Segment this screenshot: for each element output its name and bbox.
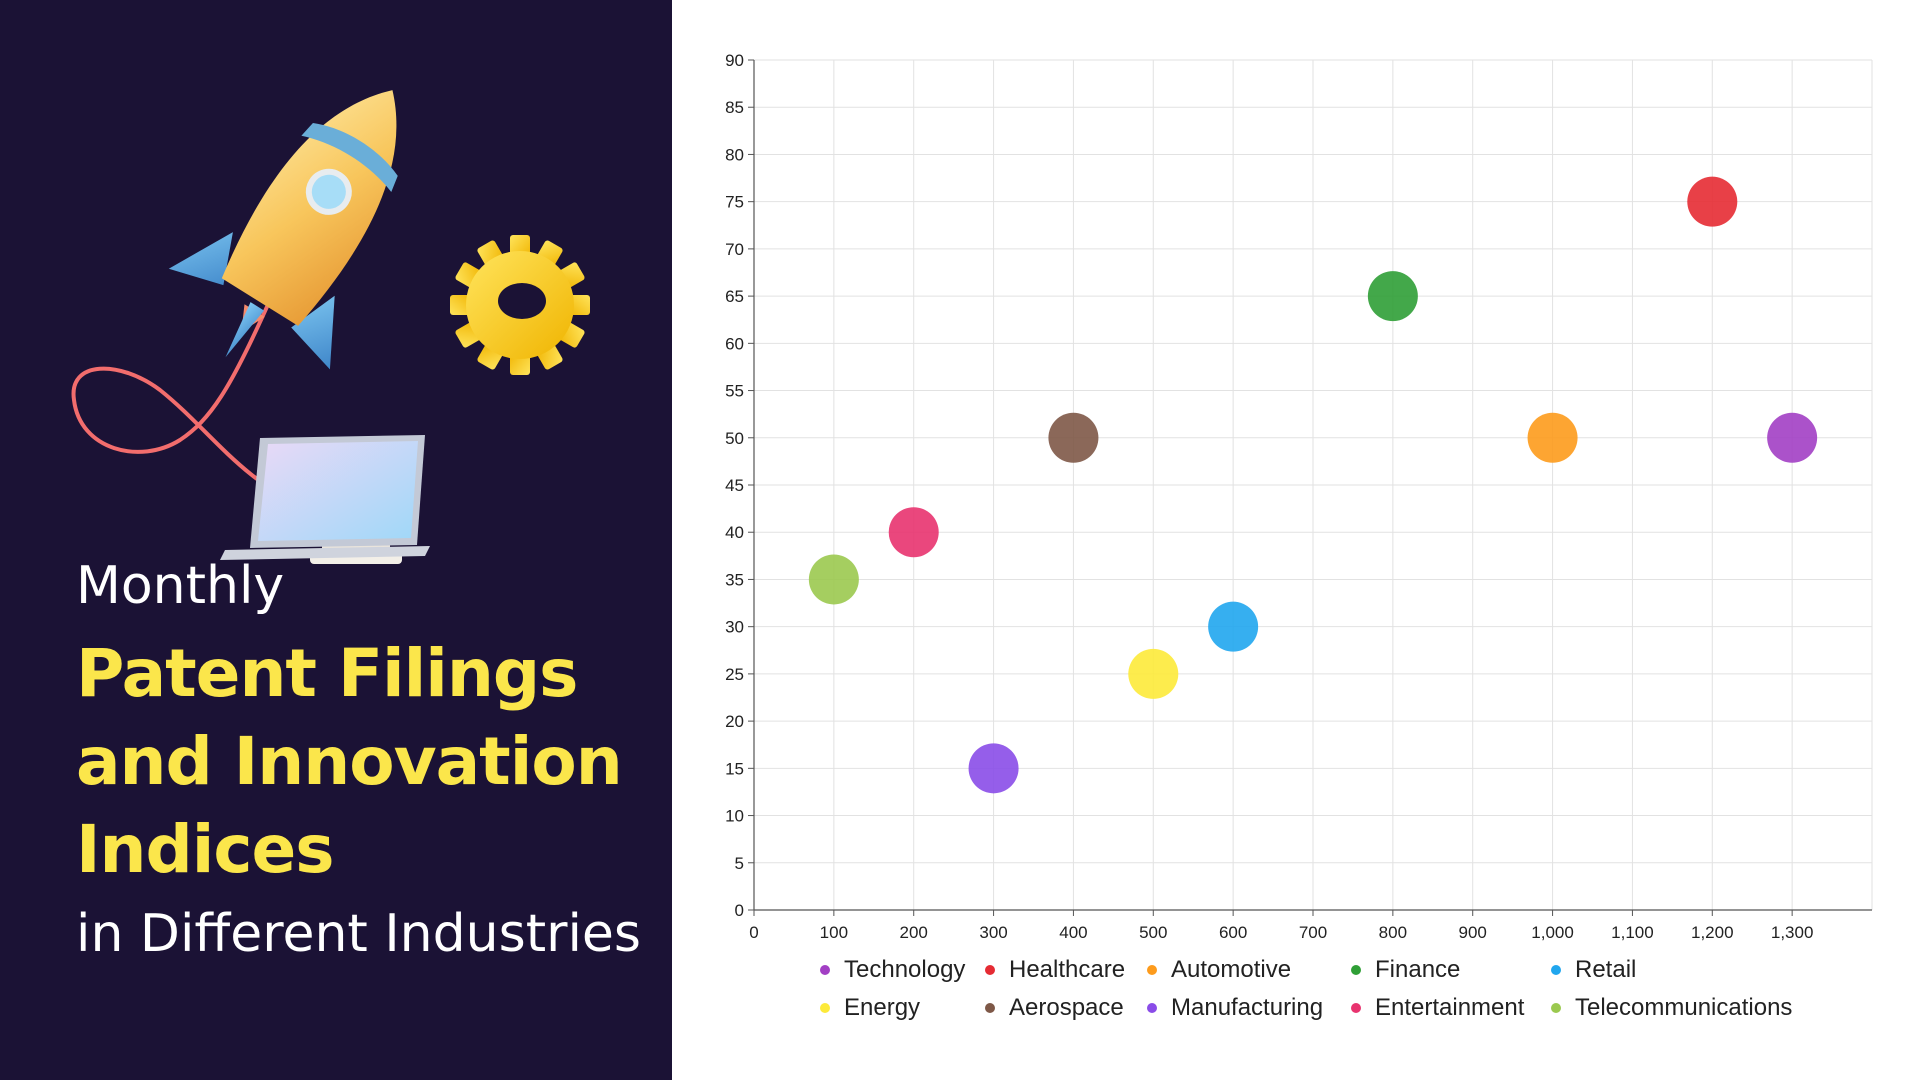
y-tick-label: 20: [725, 712, 744, 731]
legend-marker: [985, 965, 995, 975]
x-tick-label: 100: [820, 923, 848, 942]
data-point-telecommunications: [808, 554, 859, 605]
y-tick-label: 40: [725, 523, 744, 542]
grid: [753, 59, 1873, 911]
y-tick-label: 25: [725, 665, 744, 684]
x-tick-label: 300: [979, 923, 1007, 942]
gear-icon: [450, 235, 590, 375]
title-main-line: and Innovation: [76, 723, 623, 800]
legend-item-healthcare[interactable]: Healthcare: [985, 956, 1147, 984]
x-tick-label: 200: [900, 923, 928, 942]
legend-marker: [820, 965, 830, 975]
y-tick-label: 30: [725, 618, 744, 637]
data-point-automotive: [1527, 412, 1578, 463]
scatter-chart: 0 5 10 15 20 25 30 35 40 45 50 55 60 65 70 75 80 85 90 0 100…: [672, 0, 1920, 1080]
legend-label: Automotive: [1171, 956, 1292, 983]
title-top: Monthly: [76, 556, 285, 616]
y-tick-label: 90: [725, 51, 744, 70]
illustration: [71, 90, 590, 564]
y-tick-label: 35: [725, 570, 744, 589]
x-tick-label: 800: [1379, 923, 1407, 942]
legend-label: Aerospace: [1009, 994, 1124, 1021]
y-tick-label: 50: [725, 429, 744, 448]
legend-label: Technology: [844, 956, 966, 983]
legend-marker: [1147, 965, 1157, 975]
rocket-icon: [168, 90, 398, 370]
x-tick-label: 400: [1059, 923, 1087, 942]
y-tick-label: 60: [725, 334, 744, 353]
x-tick-label: 1,100: [1611, 923, 1654, 942]
x-tick-label: 1,200: [1691, 923, 1734, 942]
x-tick-label: 1,000: [1531, 923, 1574, 942]
x-tick-label: 1,300: [1771, 923, 1814, 942]
y-tick-label: 5: [735, 854, 744, 873]
cable-icon: [71, 299, 311, 512]
legend-label: Healthcare: [1009, 956, 1126, 983]
legend-label: Manufacturing: [1171, 994, 1324, 1021]
legend-marker: [1551, 965, 1561, 975]
y-tick-label: 0: [735, 901, 744, 920]
legend-label: Finance: [1375, 956, 1461, 983]
title-block: Monthly Patent Filings and Innovation In…: [76, 560, 656, 960]
title-panel: Monthly Patent Filings and Innovation In…: [0, 0, 672, 1080]
legend-label: Retail: [1575, 956, 1637, 983]
data-point-energy: [1128, 648, 1179, 699]
title-bottom: in Different Industries: [76, 904, 641, 964]
title-main: Patent Filings and Innovation Indices: [76, 630, 656, 894]
legend-item-telecommunications[interactable]: Telecommunications: [1551, 994, 1811, 1022]
legend-item-automotive[interactable]: Automotive: [1147, 956, 1351, 984]
title-main-line: Patent Filings: [76, 635, 578, 712]
legend-label: Energy: [844, 994, 921, 1021]
legend-item-aerospace[interactable]: Aerospace: [985, 994, 1147, 1022]
legend-item-retail[interactable]: Retail: [1551, 956, 1811, 984]
x-tick-label: 700: [1299, 923, 1327, 942]
legend-label: Telecommunications: [1575, 994, 1793, 1021]
x-tick-label: 500: [1139, 923, 1167, 942]
legend: Technology Healthcare Automotive Finance Ret…: [820, 956, 1900, 1022]
laptop-icon: [220, 435, 430, 564]
title-main-line: Indices: [76, 811, 335, 888]
y-tick-label: 10: [725, 807, 744, 826]
legend-item-manufacturing[interactable]: Manufacturing: [1147, 994, 1351, 1022]
legend-marker: [1551, 1003, 1561, 1013]
legend-marker: [820, 1003, 830, 1013]
legend-marker: [985, 1003, 995, 1013]
y-tick-label: 80: [725, 145, 744, 164]
data-point-healthcare: [1687, 176, 1738, 227]
data-points: [808, 176, 1818, 794]
data-point-aerospace: [1048, 412, 1099, 463]
legend-marker: [1351, 965, 1361, 975]
y-tick-label: 65: [725, 287, 744, 306]
data-point-manufacturing: [968, 743, 1019, 794]
legend-marker: [1351, 1003, 1361, 1013]
data-point-finance: [1367, 271, 1418, 322]
y-tick-label: 55: [725, 382, 744, 401]
y-tick-label: 85: [725, 98, 744, 117]
legend-item-technology[interactable]: Technology: [820, 956, 985, 984]
y-tick-label: 75: [725, 193, 744, 212]
x-tick-label: 900: [1459, 923, 1487, 942]
data-point-technology: [1767, 412, 1818, 463]
y-tick-label: 15: [725, 759, 744, 778]
legend-item-energy[interactable]: Energy: [820, 994, 985, 1022]
x-tick-label: 600: [1219, 923, 1247, 942]
legend-item-finance[interactable]: Finance: [1351, 956, 1551, 984]
legend-label: Entertainment: [1375, 994, 1525, 1021]
data-point-entertainment: [888, 507, 939, 558]
legend-item-entertainment[interactable]: Entertainment: [1351, 994, 1551, 1022]
x-tick-label: 0: [749, 923, 758, 942]
y-tick-label: 45: [725, 476, 744, 495]
axes: [748, 59, 1872, 916]
y-tick-label: 70: [725, 240, 744, 259]
legend-marker: [1147, 1003, 1157, 1013]
data-point-retail: [1208, 601, 1259, 652]
